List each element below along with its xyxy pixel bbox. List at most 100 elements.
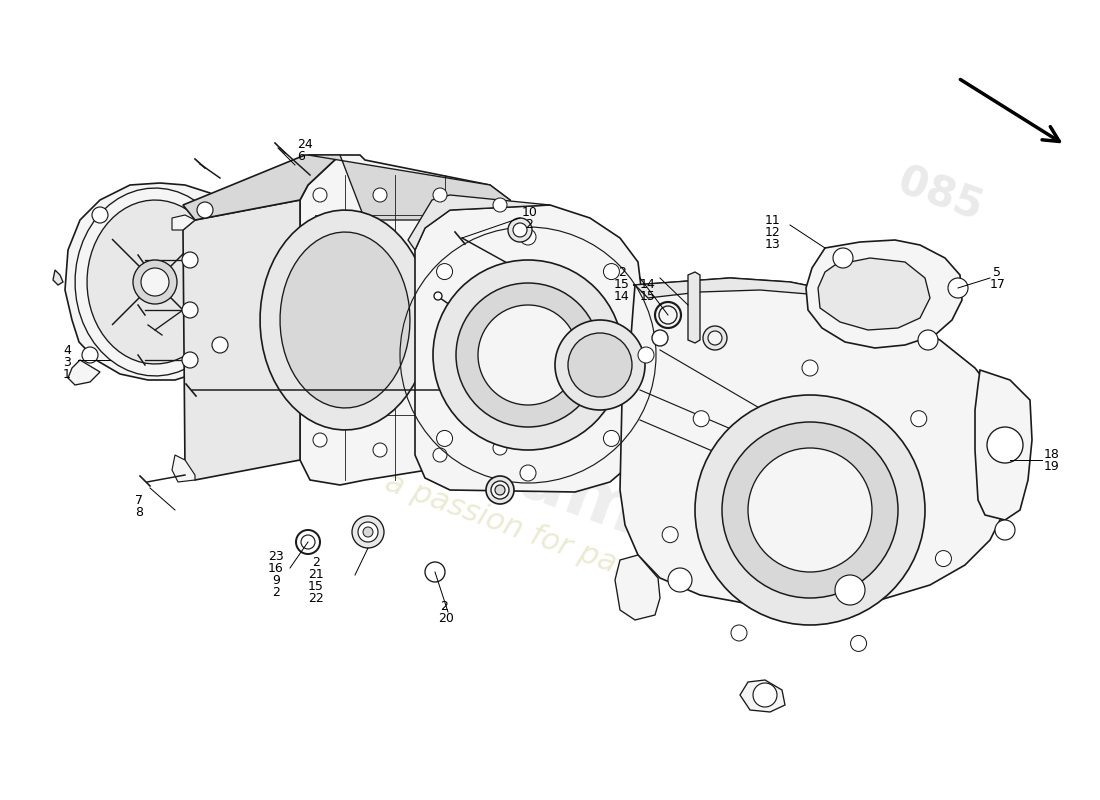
Text: 22: 22 <box>308 591 323 605</box>
Text: 11: 11 <box>764 214 781 226</box>
Circle shape <box>695 395 925 625</box>
Circle shape <box>850 635 867 651</box>
Circle shape <box>918 330 938 350</box>
Text: a passion for parts: a passion for parts <box>382 468 659 592</box>
Polygon shape <box>688 272 700 343</box>
Circle shape <box>437 263 452 279</box>
Polygon shape <box>300 155 515 485</box>
Circle shape <box>182 302 198 318</box>
Text: 21: 21 <box>308 567 323 581</box>
Text: 13: 13 <box>764 238 781 250</box>
Circle shape <box>662 526 679 542</box>
Circle shape <box>212 337 228 353</box>
Circle shape <box>352 516 384 548</box>
Circle shape <box>133 260 177 304</box>
Text: 15: 15 <box>640 290 656 302</box>
Circle shape <box>703 326 727 350</box>
Polygon shape <box>615 555 660 620</box>
Text: 2: 2 <box>618 266 626 278</box>
Text: euroricambi: euroricambi <box>238 344 722 576</box>
Text: 2: 2 <box>525 218 532 231</box>
Text: 12: 12 <box>764 226 781 238</box>
Polygon shape <box>632 278 890 315</box>
Polygon shape <box>308 155 515 220</box>
Circle shape <box>568 333 632 397</box>
Circle shape <box>433 260 623 450</box>
Circle shape <box>668 568 692 592</box>
Circle shape <box>495 485 505 495</box>
Text: 15: 15 <box>614 278 630 290</box>
Text: 3: 3 <box>63 355 70 369</box>
Circle shape <box>520 465 536 481</box>
Text: 4: 4 <box>63 343 70 357</box>
Text: 1: 1 <box>63 367 70 381</box>
Circle shape <box>520 229 536 245</box>
Polygon shape <box>87 200 223 364</box>
Circle shape <box>604 263 619 279</box>
Circle shape <box>82 347 98 363</box>
Text: 16: 16 <box>268 562 284 574</box>
Circle shape <box>437 430 452 446</box>
Circle shape <box>491 481 509 499</box>
Text: 5: 5 <box>993 266 1001 279</box>
Polygon shape <box>65 183 240 380</box>
Polygon shape <box>620 278 1010 608</box>
Text: 10: 10 <box>522 206 538 219</box>
Circle shape <box>433 188 447 202</box>
Circle shape <box>358 522 378 542</box>
Text: 18: 18 <box>1044 449 1060 462</box>
Circle shape <box>732 625 747 641</box>
Text: 8: 8 <box>135 506 143 519</box>
Text: 2: 2 <box>312 555 320 569</box>
Text: 085: 085 <box>892 161 988 230</box>
Polygon shape <box>975 370 1032 520</box>
Circle shape <box>373 188 387 202</box>
Circle shape <box>948 278 968 298</box>
Polygon shape <box>172 215 195 230</box>
Polygon shape <box>53 270 63 285</box>
Polygon shape <box>280 232 410 408</box>
Circle shape <box>987 427 1023 463</box>
Text: 2: 2 <box>272 586 279 598</box>
Circle shape <box>433 448 447 462</box>
Circle shape <box>693 410 710 426</box>
Circle shape <box>652 330 668 346</box>
Circle shape <box>556 320 645 410</box>
Circle shape <box>722 422 898 598</box>
Text: 14: 14 <box>614 290 629 302</box>
Circle shape <box>638 347 654 363</box>
Polygon shape <box>408 195 550 250</box>
Circle shape <box>754 683 777 707</box>
Circle shape <box>833 248 853 268</box>
Circle shape <box>434 292 442 300</box>
Polygon shape <box>740 680 785 712</box>
Circle shape <box>935 550 952 566</box>
Polygon shape <box>68 360 100 385</box>
Text: 23: 23 <box>268 550 284 562</box>
Circle shape <box>911 410 927 426</box>
Polygon shape <box>415 205 642 492</box>
Circle shape <box>373 443 387 457</box>
Polygon shape <box>260 210 430 430</box>
Text: 15: 15 <box>308 579 323 593</box>
Text: 20: 20 <box>438 611 454 625</box>
Circle shape <box>486 476 514 504</box>
Circle shape <box>182 252 198 268</box>
Circle shape <box>708 331 722 345</box>
Circle shape <box>508 218 532 242</box>
Polygon shape <box>183 155 340 220</box>
Circle shape <box>141 268 169 296</box>
Circle shape <box>363 527 373 537</box>
Text: 7: 7 <box>135 494 143 506</box>
Circle shape <box>425 562 446 582</box>
Text: 6: 6 <box>297 150 305 163</box>
Circle shape <box>182 352 198 368</box>
Circle shape <box>314 433 327 447</box>
Text: 19: 19 <box>1044 461 1059 474</box>
Circle shape <box>604 430 619 446</box>
Circle shape <box>513 223 527 237</box>
Circle shape <box>493 198 507 212</box>
Text: 24: 24 <box>297 138 312 150</box>
Text: 9: 9 <box>272 574 279 586</box>
Text: 14: 14 <box>640 278 656 290</box>
